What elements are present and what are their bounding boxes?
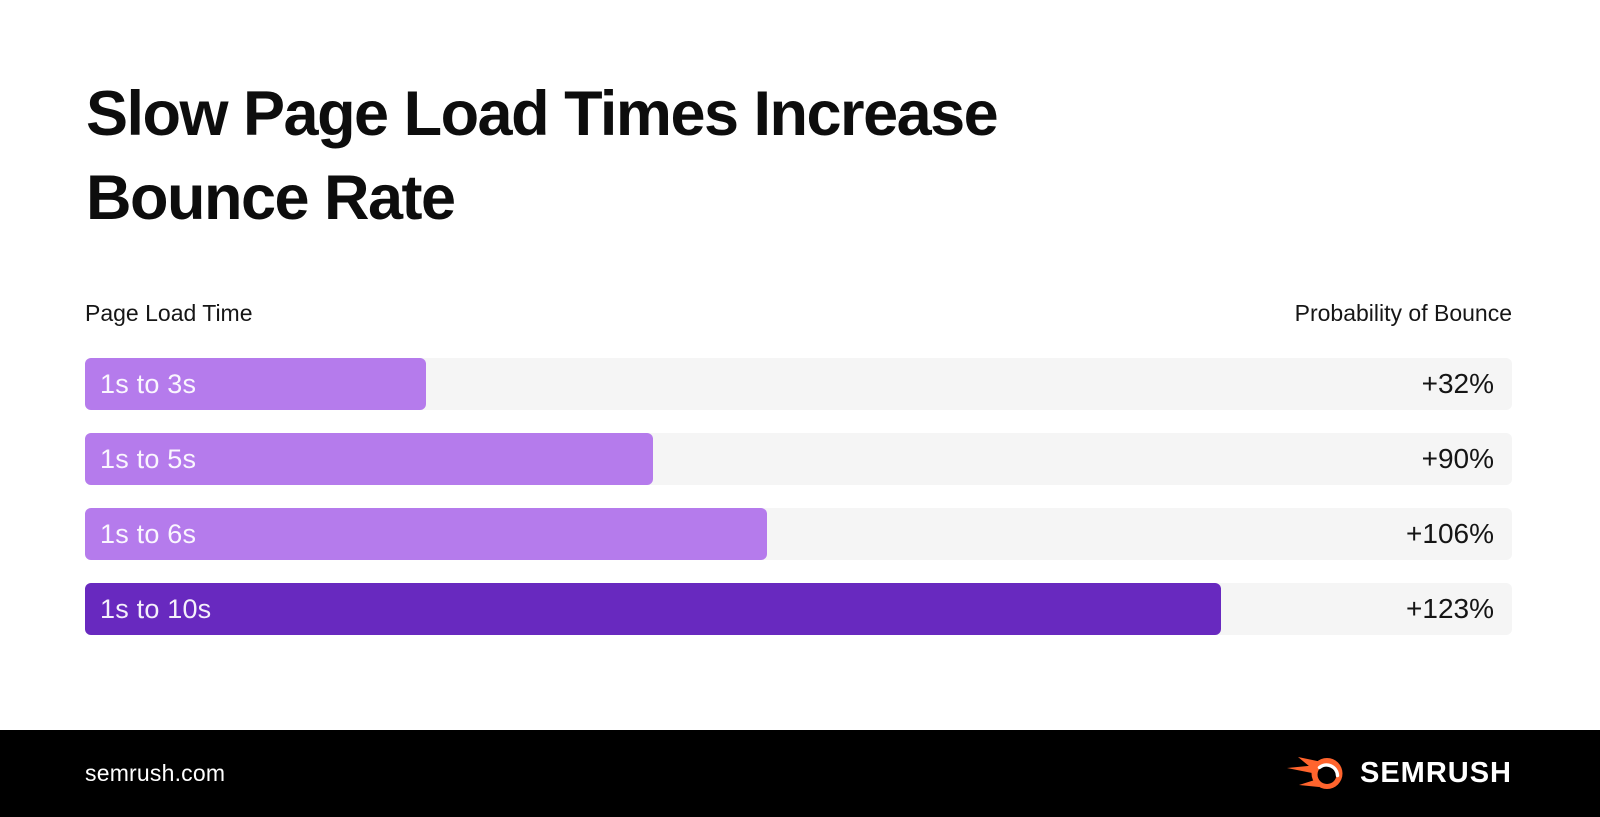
bar-fill: 1s to 5s [85,433,653,485]
bar-fill: 1s to 10s [85,583,1221,635]
bar-fill: 1s to 6s [85,508,768,560]
bar-value-label: +106% [1406,518,1494,549]
bar-category-label: 1s to 5s [100,443,197,474]
bar-row-1s-to-3s: 1s to 3s +32% [85,358,1512,410]
bar-value-label: +123% [1406,593,1494,624]
bar-value-label: +90% [1421,443,1494,474]
category-axis-label: Page Load Time [85,300,253,326]
bar-row-1s-to-10s: 1s to 10s +123% [85,583,1512,635]
website-url: semrush.com [85,760,226,786]
bar-chart: Page Load Time Probability of Bounce 1s … [85,300,1512,658]
bar-category-label: 1s to 10s [100,593,212,624]
chart-header-row: Page Load Time Probability of Bounce [85,300,1512,327]
bar-value-label: +32% [1421,368,1494,399]
bar-row-1s-to-6s: 1s to 6s +106% [85,508,1512,560]
bar-row-1s-to-5s: 1s to 5s +90% [85,433,1512,485]
semrush-logo: SEMRUSH [1286,753,1512,795]
value-axis-label: Probability of Bounce [1294,300,1512,326]
bar-category-label: 1s to 3s [100,368,197,399]
brand-wordmark: SEMRUSH [1359,757,1512,789]
footer-bar: semrush.com SEMRUSH [0,730,1600,817]
bar-category-label: 1s to 6s [100,518,197,549]
page-title: Slow Page Load Times Increase Bounce Rat… [86,79,999,233]
semrush-comet-icon [1286,756,1343,789]
bar-fill: 1s to 3s [85,358,427,410]
